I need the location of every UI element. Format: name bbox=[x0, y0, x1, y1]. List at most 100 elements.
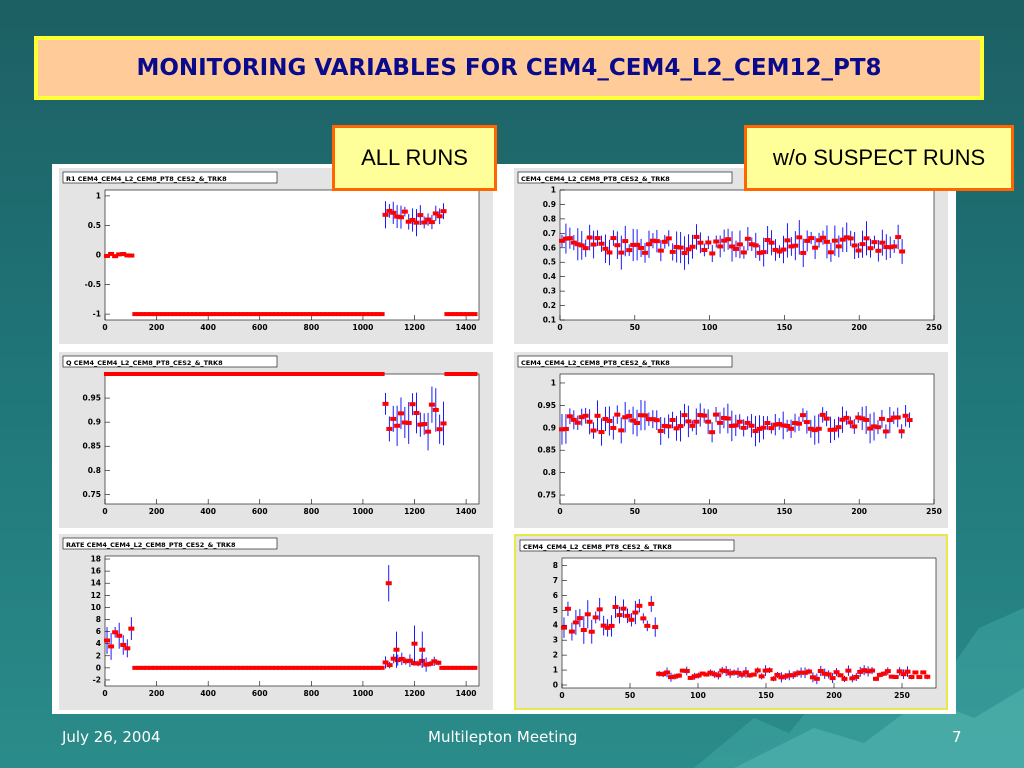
data-point bbox=[572, 620, 579, 625]
data-point bbox=[756, 426, 763, 431]
data-point bbox=[128, 253, 135, 258]
data-point bbox=[210, 312, 217, 317]
data-point bbox=[159, 665, 166, 670]
data-point bbox=[308, 665, 315, 670]
y-tick-label: -1 bbox=[93, 310, 101, 319]
data-point bbox=[217, 372, 224, 376]
data-point bbox=[754, 668, 761, 673]
data-point bbox=[871, 240, 878, 245]
data-point bbox=[362, 665, 369, 670]
data-point bbox=[421, 220, 428, 225]
data-point bbox=[213, 372, 220, 376]
y-tick-label: 0 bbox=[96, 251, 101, 260]
data-point bbox=[606, 418, 613, 423]
data-point bbox=[590, 242, 597, 247]
data-point bbox=[218, 665, 225, 670]
data-point bbox=[558, 238, 565, 243]
x-tick-label: 800 bbox=[304, 689, 320, 698]
data-point bbox=[784, 423, 791, 428]
x-tick-label: 600 bbox=[252, 507, 268, 516]
data-point bbox=[427, 661, 434, 666]
data-point bbox=[120, 642, 127, 647]
data-point bbox=[386, 663, 393, 668]
data-point bbox=[132, 665, 139, 670]
data-point bbox=[452, 312, 459, 317]
data-point bbox=[626, 413, 633, 418]
data-point bbox=[697, 240, 704, 245]
data-point bbox=[206, 665, 213, 670]
data-point bbox=[214, 312, 221, 317]
x-tick-label: 0 bbox=[557, 507, 562, 516]
data-point bbox=[888, 674, 895, 679]
plot-panel: CEM4_CEM4_L2_CEM8_PT8_CES2_&_TRK8 8 7 6 5 4 3 2… bbox=[514, 534, 948, 710]
data-point bbox=[803, 420, 810, 425]
data-point bbox=[151, 312, 158, 317]
data-point bbox=[750, 672, 757, 677]
data-point bbox=[237, 665, 244, 670]
data-point bbox=[194, 665, 201, 670]
data-point bbox=[296, 665, 303, 670]
data-point bbox=[618, 428, 625, 433]
data-point bbox=[467, 372, 474, 376]
data-point bbox=[327, 372, 334, 376]
data-point bbox=[241, 665, 248, 670]
data-point bbox=[249, 372, 256, 376]
data-point bbox=[716, 420, 723, 425]
data-point bbox=[119, 372, 126, 376]
data-point bbox=[890, 415, 897, 420]
data-point bbox=[657, 248, 664, 253]
data-point bbox=[924, 674, 931, 679]
data-point bbox=[740, 250, 747, 255]
data-point bbox=[566, 414, 573, 419]
data-point bbox=[421, 422, 428, 427]
data-point bbox=[147, 665, 154, 670]
histogram-title: Q CEM4_CEM4_L2_CEM8_PT8_CES2_&_TRK8 bbox=[66, 359, 223, 367]
data-point bbox=[841, 676, 848, 681]
data-point bbox=[390, 210, 397, 215]
data-point bbox=[362, 312, 369, 317]
data-point bbox=[825, 672, 832, 677]
y-tick-label: 0.8 bbox=[543, 214, 556, 223]
data-point bbox=[343, 312, 350, 317]
data-point bbox=[163, 665, 170, 670]
data-point bbox=[673, 426, 680, 431]
data-point bbox=[865, 669, 872, 674]
data-point bbox=[713, 239, 720, 244]
data-point bbox=[831, 238, 838, 243]
data-point bbox=[719, 668, 726, 673]
data-point bbox=[394, 423, 401, 428]
plot-panel: CEM4_CEM4_L2_CEM8_PT8_CES2_&_TRK8 1 0.9 0.8… bbox=[514, 168, 948, 344]
y-tick-label: 0.5 bbox=[88, 221, 101, 230]
data-point bbox=[616, 613, 623, 618]
plot-panel: R1 CEM4_CEM4_L2_CEM8_PT8_CES2_&_TRK8 1 0.5… bbox=[59, 168, 493, 344]
data-point bbox=[626, 248, 633, 253]
data-point bbox=[355, 665, 362, 670]
data-point bbox=[804, 238, 811, 243]
data-point bbox=[661, 423, 668, 428]
data-point bbox=[186, 372, 193, 376]
data-point bbox=[592, 615, 599, 620]
data-point bbox=[610, 236, 617, 241]
data-point bbox=[362, 372, 369, 376]
data-point bbox=[851, 424, 858, 429]
data-point bbox=[401, 420, 408, 425]
data-point bbox=[198, 665, 205, 670]
data-point bbox=[292, 372, 299, 376]
data-point bbox=[410, 661, 417, 666]
data-point bbox=[440, 209, 447, 214]
data-point bbox=[284, 372, 291, 376]
data-point bbox=[788, 244, 795, 249]
x-tick-label: 200 bbox=[149, 689, 165, 698]
data-point bbox=[171, 665, 178, 670]
data-point bbox=[687, 675, 694, 680]
plot-area bbox=[104, 373, 480, 505]
data-point bbox=[833, 670, 840, 675]
data-point bbox=[799, 413, 806, 418]
data-point bbox=[673, 245, 680, 250]
data-point bbox=[312, 312, 319, 317]
data-point bbox=[805, 669, 812, 674]
data-point bbox=[315, 372, 322, 376]
data-point bbox=[463, 665, 470, 670]
data-point bbox=[855, 415, 862, 420]
data-point bbox=[428, 402, 435, 407]
